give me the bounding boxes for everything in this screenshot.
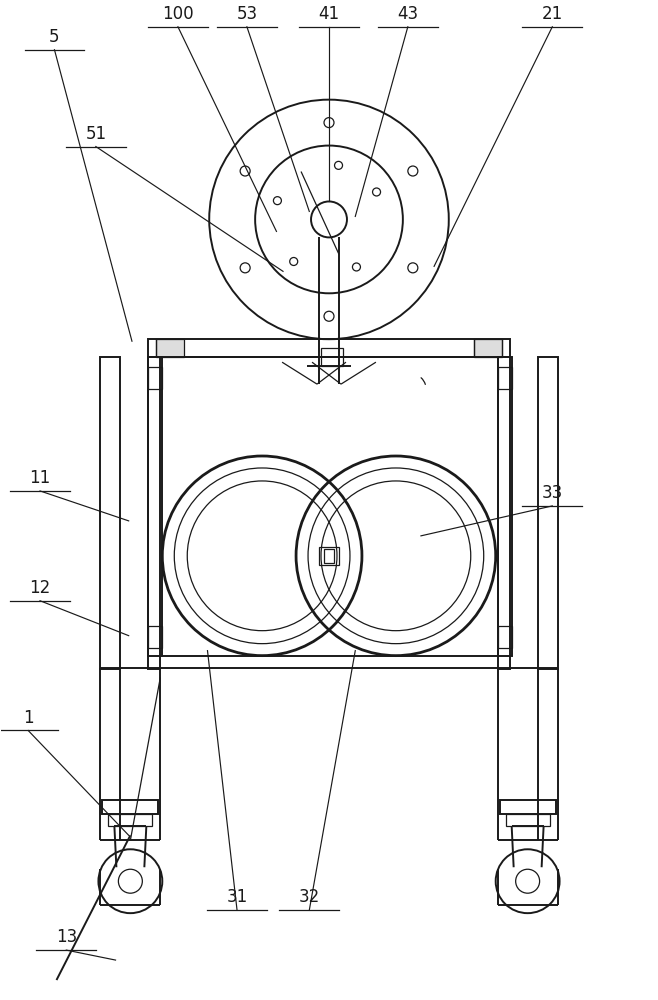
Bar bbox=[109, 814, 152, 826]
Text: 1: 1 bbox=[23, 709, 34, 727]
Text: 100: 100 bbox=[162, 5, 193, 23]
Text: 12: 12 bbox=[30, 579, 51, 597]
Bar bbox=[506, 814, 549, 826]
Bar bbox=[103, 800, 159, 814]
Text: 33: 33 bbox=[542, 484, 563, 502]
Bar bbox=[497, 367, 512, 389]
Bar bbox=[497, 626, 512, 648]
Text: 53: 53 bbox=[236, 5, 257, 23]
Bar bbox=[148, 367, 163, 389]
Text: 13: 13 bbox=[56, 928, 77, 946]
Text: 32: 32 bbox=[299, 888, 320, 906]
Bar bbox=[148, 357, 163, 656]
Bar bbox=[148, 626, 163, 648]
Bar bbox=[497, 357, 512, 656]
Text: 41: 41 bbox=[318, 5, 340, 23]
Bar bbox=[157, 339, 184, 357]
Bar bbox=[148, 357, 161, 669]
Bar bbox=[499, 800, 555, 814]
Text: 51: 51 bbox=[86, 125, 107, 143]
Bar bbox=[321, 348, 343, 366]
Text: 5: 5 bbox=[49, 28, 60, 46]
Bar bbox=[324, 549, 334, 563]
Bar bbox=[101, 357, 120, 669]
Text: 11: 11 bbox=[30, 469, 51, 487]
Text: 31: 31 bbox=[226, 888, 247, 906]
Text: 21: 21 bbox=[542, 5, 563, 23]
Bar bbox=[497, 357, 510, 669]
Text: 43: 43 bbox=[397, 5, 418, 23]
Bar bbox=[538, 357, 557, 669]
Bar bbox=[319, 547, 339, 565]
Bar bbox=[148, 339, 510, 357]
Bar bbox=[474, 339, 501, 357]
